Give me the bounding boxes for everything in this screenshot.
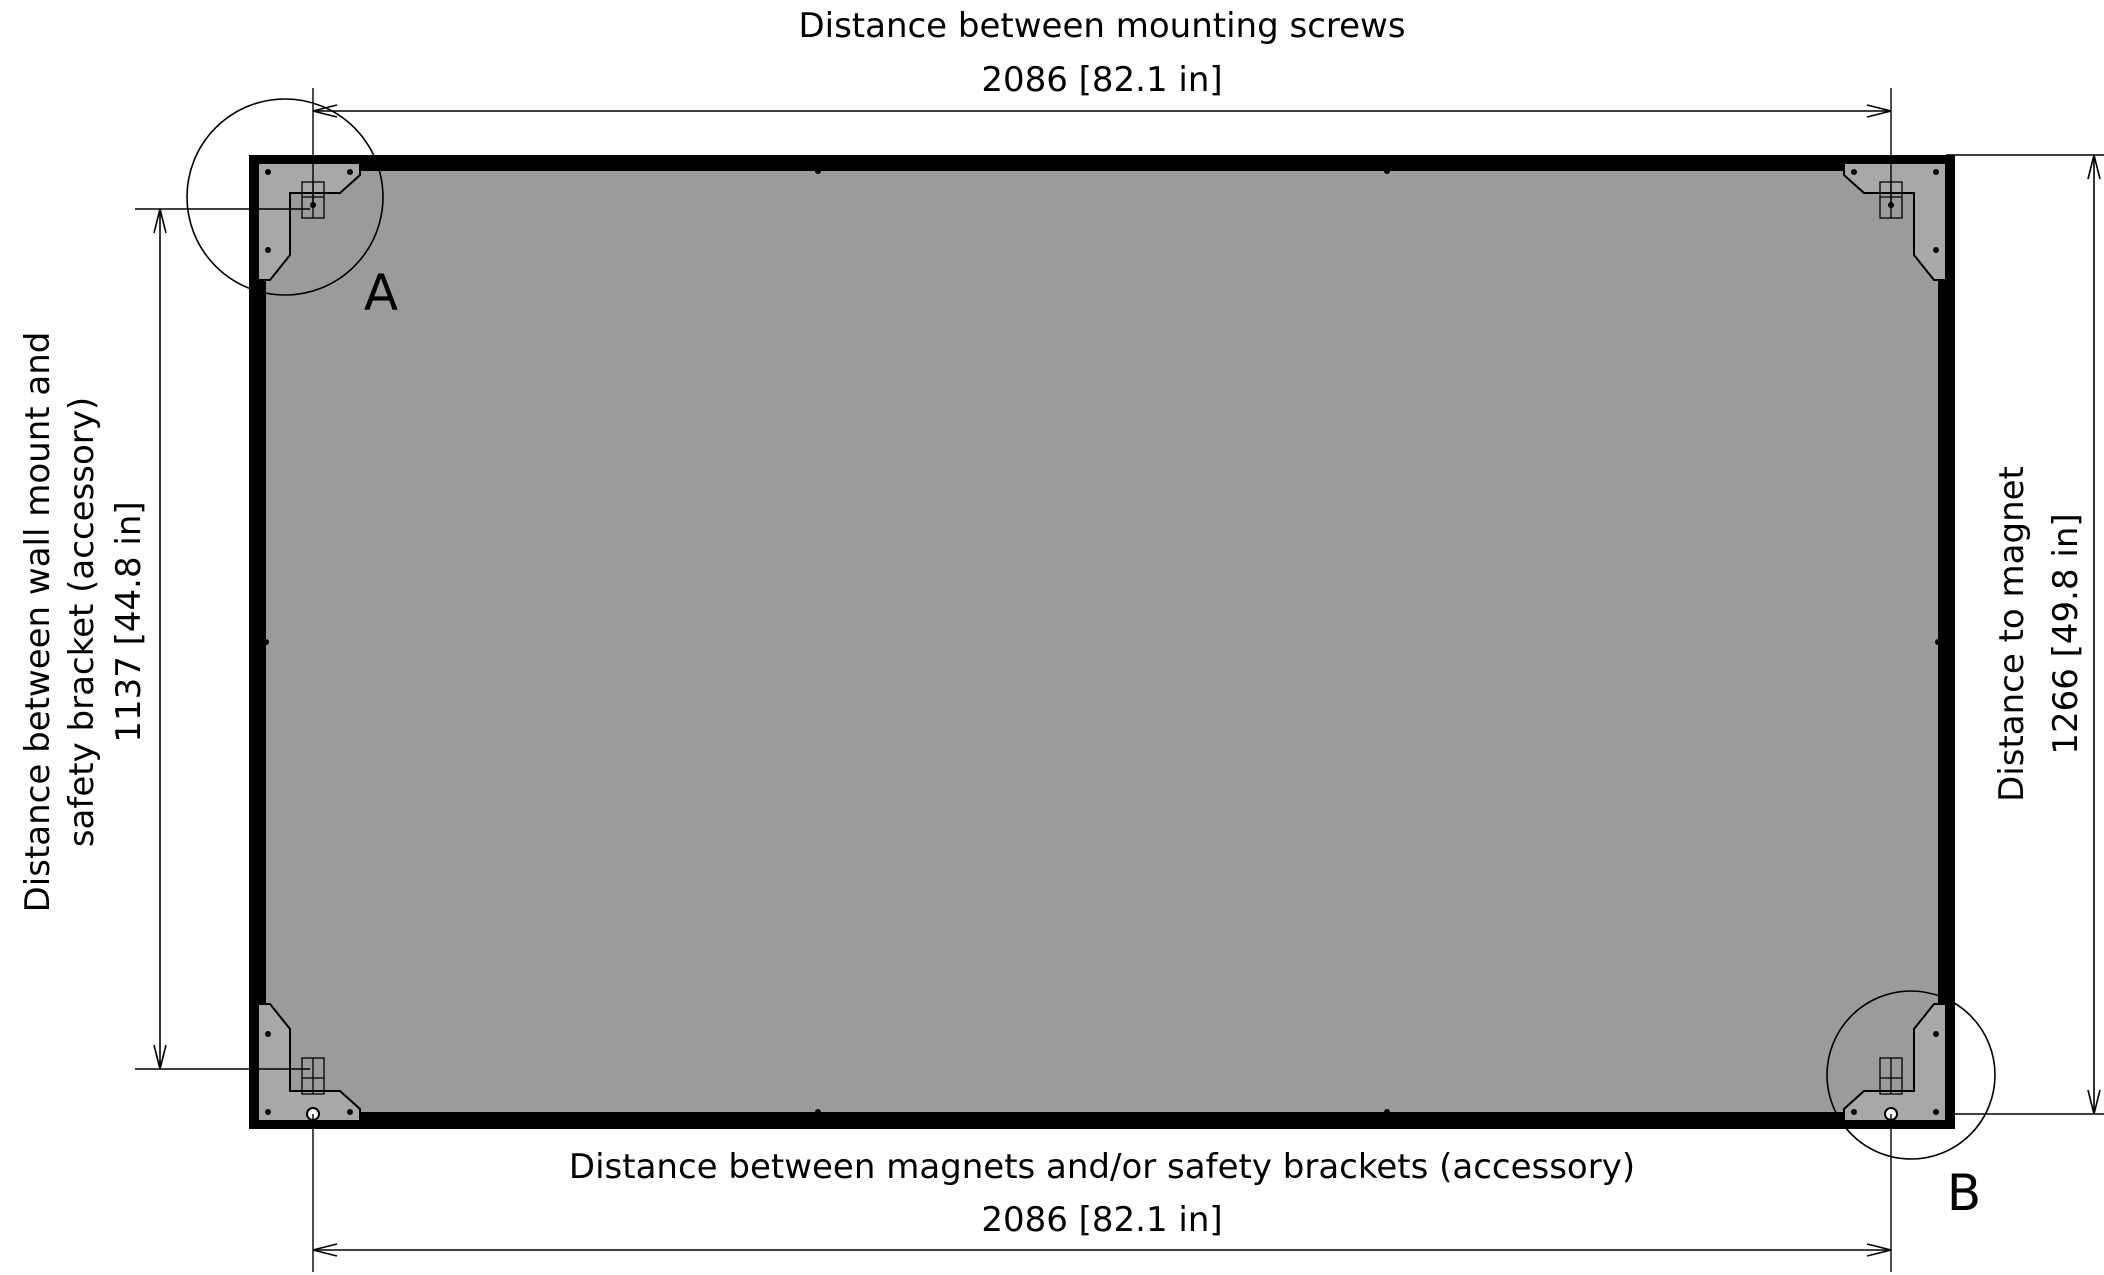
left-dimension-label-line1: Distance between wall mount and	[18, 332, 58, 913]
detail-a-label: A	[364, 264, 398, 322]
top-dimension-value: 2086 [82.1 in]	[981, 60, 1222, 100]
detail-b-label: B	[1947, 1164, 1981, 1222]
top-dimension-label: Distance between mounting screws	[798, 6, 1405, 46]
bottom-dimension-label: Distance between magnets and/or safety b…	[569, 1147, 1635, 1187]
right-dimension-label: Distance to magnet	[1992, 466, 2032, 802]
panel-face	[266, 171, 1938, 1112]
bottom-dimension-value: 2086 [82.1 in]	[981, 1200, 1222, 1240]
right-dimension-value: 1266 [49.8 in]	[2046, 513, 2086, 754]
left-dimension-value: 1137 [44.8 in]	[109, 501, 149, 742]
left-dimension-label-line2: safety bracket (accessory)	[62, 397, 102, 847]
bottom-dimension: Distance between magnets and/or safety b…	[313, 1114, 1891, 1272]
right-dimension: Distance to magnet 1266 [49.8 in]	[1946, 155, 2104, 1114]
